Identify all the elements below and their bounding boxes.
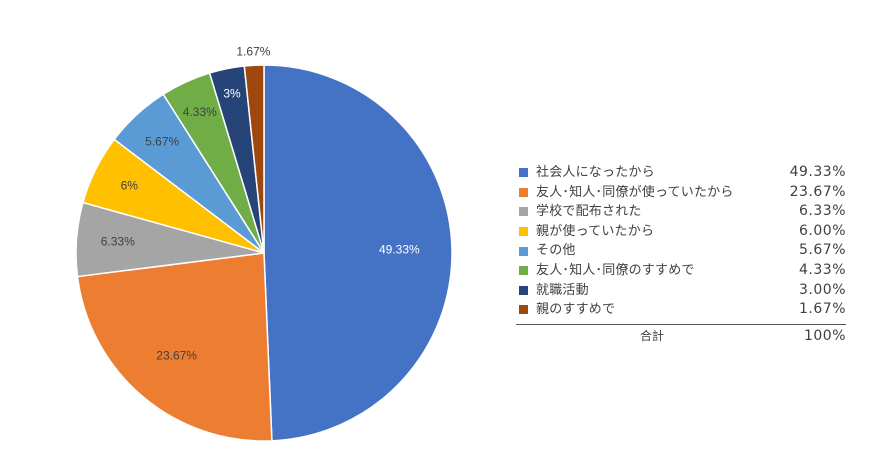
legend-swatch	[519, 227, 528, 237]
legend-swatch	[519, 207, 528, 217]
legend-label: 就職活動	[536, 282, 589, 298]
pie-slice-1	[263, 64, 453, 442]
slice-label-4: 6%	[121, 178, 139, 192]
slice-label-6: 4.33%	[183, 105, 217, 119]
legend-item: 学校で配布された 6.33%	[516, 202, 846, 222]
slice-label-8: 1.67%	[236, 44, 270, 58]
legend-total-row: 合計 100%	[516, 327, 846, 345]
legend-label: その他	[536, 243, 576, 259]
legend-value: 49.33%	[789, 164, 846, 180]
legend-label: 友人･知人･同僚が使っていたから	[536, 184, 734, 200]
legend-value: 6.33%	[799, 203, 846, 220]
legend-value: 23.67%	[789, 183, 846, 200]
legend-item: 親が使っていたから 6.00%	[516, 222, 846, 242]
legend-rows: 社会人になったから 49.33% 友人･知人･同僚が使っていたから 23.67% 学校で…	[516, 163, 846, 320]
legend-total-divider	[516, 323, 846, 325]
legend-value: 1.67%	[799, 301, 846, 318]
legend-swatch	[519, 305, 528, 315]
legend-value: 5.67%	[799, 242, 846, 259]
legend-label: 学校で配布された	[536, 204, 642, 220]
legend-item: その他 5.67%	[516, 241, 846, 261]
pie-slices	[75, 64, 453, 442]
legend-swatch	[519, 246, 528, 256]
slice-label-5: 5.67%	[145, 134, 179, 148]
slice-label-7: 3%	[223, 87, 241, 101]
legend-label: 親のすすめで	[536, 302, 616, 318]
legend-value: 3.00%	[799, 281, 846, 298]
legend-swatch	[519, 187, 528, 197]
legend-item: 社会人になったから 49.33%	[516, 163, 846, 183]
legend-swatch	[519, 266, 528, 276]
legend-item: 友人･知人･同僚が使っていたから 23.67%	[516, 183, 846, 203]
slice-label-2: 23.67%	[156, 349, 197, 363]
slice-label-3: 6.33%	[101, 234, 135, 248]
legend-swatch	[519, 168, 528, 178]
legend-total-label: 合計	[639, 328, 664, 343]
legend-item: 親のすすめで 1.67%	[516, 300, 846, 320]
legend-item: 友人･知人･同僚のすすめで 4.33%	[516, 261, 846, 281]
legend-label: 親が使っていたから	[536, 223, 655, 239]
legend-swatch	[519, 285, 528, 295]
legend-total-value: 100%	[803, 327, 846, 344]
legend-label: 社会人になったから	[536, 165, 655, 180]
legend-value: 6.00%	[799, 222, 846, 239]
pie-slice-8	[243, 64, 265, 254]
legend-label: 友人･知人･同僚のすすめで	[536, 262, 695, 278]
pie-slice-labels: 49.33% 23.67% 6.33% 6% 5.67% 4.33% 3% 1.67%	[101, 44, 420, 362]
legend-item: 就職活動 3.00%	[516, 281, 846, 301]
chart-legend: 社会人になったから 49.33% 友人･知人･同僚が使っていたから 23.67% 学校で…	[516, 163, 846, 345]
pie-slice-2	[76, 252, 273, 442]
legend-value: 4.33%	[799, 261, 846, 278]
slice-label-1: 49.33%	[379, 242, 420, 256]
